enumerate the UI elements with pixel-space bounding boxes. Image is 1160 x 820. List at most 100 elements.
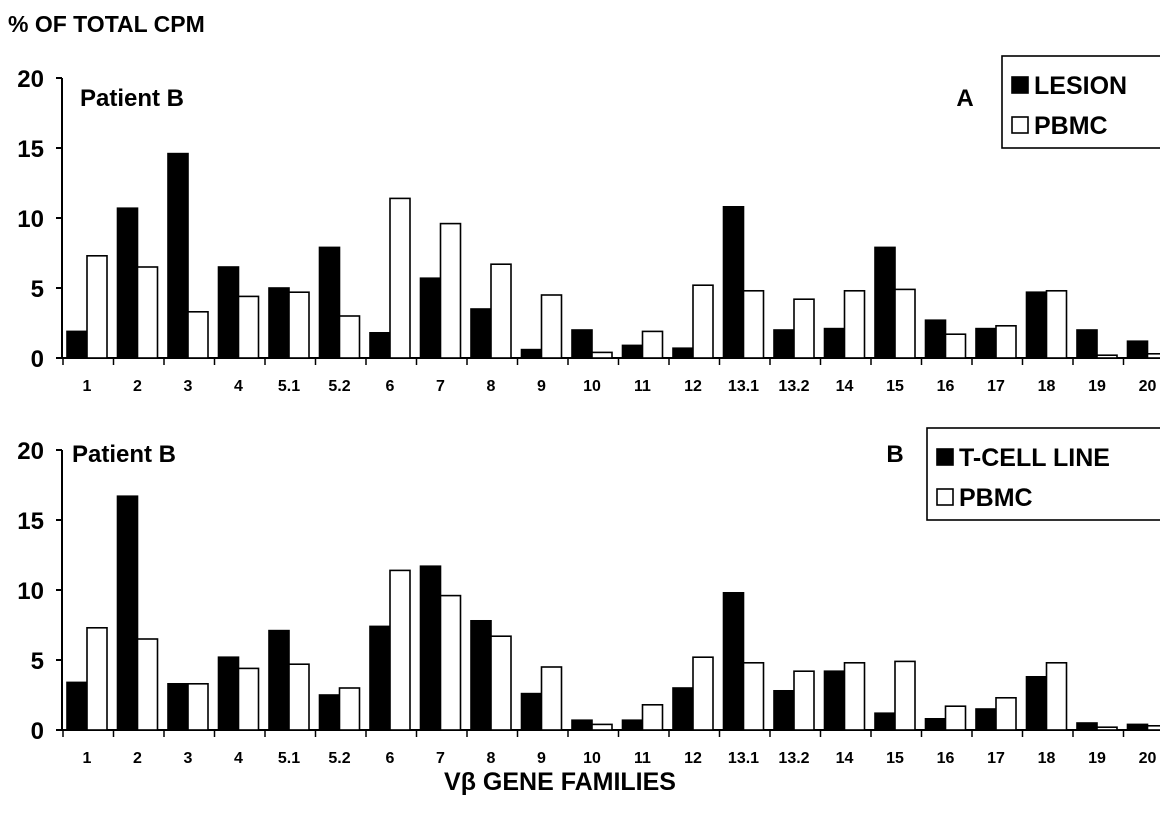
bar-pbmc-12 xyxy=(692,284,714,359)
x-tick-label: 13.1 xyxy=(728,750,759,767)
y-tick-label: 10 xyxy=(17,206,44,233)
legend-label: T-CELL LINE xyxy=(959,444,1110,472)
x-tick-label: 20 xyxy=(1139,378,1157,395)
bar-t-cell-line-6 xyxy=(369,625,391,731)
bar-lesion-14 xyxy=(823,327,846,359)
bar-t-cell-line-20 xyxy=(1126,723,1149,731)
bar-pbmc-15 xyxy=(894,288,916,359)
bar-pbmc-3 xyxy=(187,310,209,359)
bar-pbmc-8 xyxy=(490,263,512,359)
x-tick-label: 19 xyxy=(1088,378,1106,395)
bar-t-cell-line-13.2 xyxy=(773,689,795,731)
bar-t-cell-line-10 xyxy=(571,719,593,731)
x-tick-label: 1 xyxy=(83,378,92,395)
bar-pbmc-13.2 xyxy=(793,298,815,359)
x-tick-label: 13.2 xyxy=(778,378,809,395)
bar-lesion-18 xyxy=(1025,291,1048,359)
legend-box xyxy=(926,427,1160,521)
legend-swatch xyxy=(1011,116,1029,134)
x-tick-label: 8 xyxy=(487,750,496,767)
bar-lesion-15 xyxy=(874,246,896,359)
panel-subtitle: Patient B xyxy=(72,441,176,468)
bar-lesion-2 xyxy=(116,207,139,359)
bar-t-cell-line-9 xyxy=(520,692,543,731)
bar-pbmc-7 xyxy=(439,222,462,359)
bar-pbmc-11 xyxy=(641,330,664,359)
bar-pbmc-5.2 xyxy=(338,687,361,731)
bar-pbmc-6 xyxy=(389,197,411,359)
x-tick-label: 20 xyxy=(1139,750,1157,767)
bar-pbmc-6 xyxy=(389,569,411,731)
x-tick-label: 12 xyxy=(684,750,702,767)
bar-pbmc-5.2 xyxy=(338,315,361,359)
x-tick-label: 17 xyxy=(987,750,1005,767)
bar-lesion-4 xyxy=(217,266,240,359)
y-tick-label: 20 xyxy=(17,66,44,93)
x-tick-label: 9 xyxy=(537,378,546,395)
bar-t-cell-line-11 xyxy=(621,719,644,731)
y-tick-label: 15 xyxy=(17,508,44,535)
bar-t-cell-line-5.1 xyxy=(268,629,290,731)
x-tick-label: 11 xyxy=(634,378,651,395)
bar-lesion-8 xyxy=(470,308,492,359)
bar-t-cell-line-8 xyxy=(470,619,492,731)
x-tick-label: 14 xyxy=(836,750,854,767)
bar-lesion-5.2 xyxy=(318,246,341,359)
x-tick-label: 11 xyxy=(634,750,651,767)
bar-pbmc-9 xyxy=(540,294,563,359)
x-tick-label: 17 xyxy=(987,378,1005,395)
bar-pbmc-20 xyxy=(1146,724,1160,731)
bar-t-cell-line-14 xyxy=(823,670,846,731)
bar-t-cell-line-15 xyxy=(874,712,896,731)
legend-label: PBMC xyxy=(1034,112,1108,140)
bar-t-cell-line-1 xyxy=(66,681,88,731)
bar-lesion-9 xyxy=(520,348,543,359)
bar-lesion-16 xyxy=(924,319,947,359)
panel-subtitle: Patient B xyxy=(80,85,184,112)
y-tick-label: 5 xyxy=(31,276,44,303)
bar-lesion-13.2 xyxy=(773,329,795,359)
x-tick-label: 3 xyxy=(184,378,193,395)
x-tick-label: 18 xyxy=(1038,378,1056,395)
bar-t-cell-line-18 xyxy=(1025,675,1048,731)
panel-letter: A xyxy=(956,85,973,112)
x-tick-label: 12 xyxy=(684,378,702,395)
bar-pbmc-1 xyxy=(86,255,108,359)
bar-pbmc-5.1 xyxy=(288,663,310,731)
bar-t-cell-line-13.1 xyxy=(722,591,745,731)
bar-pbmc-18 xyxy=(1045,289,1068,359)
bar-pbmc-5.1 xyxy=(288,291,310,359)
x-tick-label: 15 xyxy=(886,378,904,395)
x-tick-label: 4 xyxy=(234,378,243,395)
y-tick-label: 5 xyxy=(31,648,44,675)
x-tick-label: 9 xyxy=(537,750,546,767)
bar-pbmc-13.1 xyxy=(742,661,765,731)
y-tick-label: 15 xyxy=(17,136,44,163)
bar-pbmc-13.1 xyxy=(742,289,765,359)
bar-pbmc-17 xyxy=(995,324,1017,359)
bar-lesion-20 xyxy=(1126,340,1149,359)
x-tick-label: 5.1 xyxy=(278,378,300,395)
legend: T-CELL LINE PBMC xyxy=(926,427,1160,521)
bar-pbmc-11 xyxy=(641,703,664,731)
bar-lesion-11 xyxy=(621,344,644,359)
bar-lesion-1 xyxy=(66,330,88,359)
bar-pbmc-16 xyxy=(944,705,967,731)
x-tick-label: 1 xyxy=(83,750,92,767)
panel-letter: B xyxy=(886,441,903,468)
x-axis-label: Vβ GENE FAMILIES xyxy=(444,768,676,796)
x-tick-label: 3 xyxy=(184,750,193,767)
x-tick-label: 2 xyxy=(133,378,142,395)
bar-lesion-10 xyxy=(571,329,593,359)
bar-pbmc-2 xyxy=(136,266,159,359)
bar-pbmc-15 xyxy=(894,660,916,731)
x-tick-label: 7 xyxy=(436,750,445,767)
bar-lesion-17 xyxy=(975,327,997,359)
bar-pbmc-16 xyxy=(944,333,967,359)
x-tick-label: 10 xyxy=(583,750,601,767)
bar-pbmc-2 xyxy=(136,638,159,731)
bar-pbmc-10 xyxy=(591,723,613,731)
bar-lesion-6 xyxy=(369,331,391,359)
